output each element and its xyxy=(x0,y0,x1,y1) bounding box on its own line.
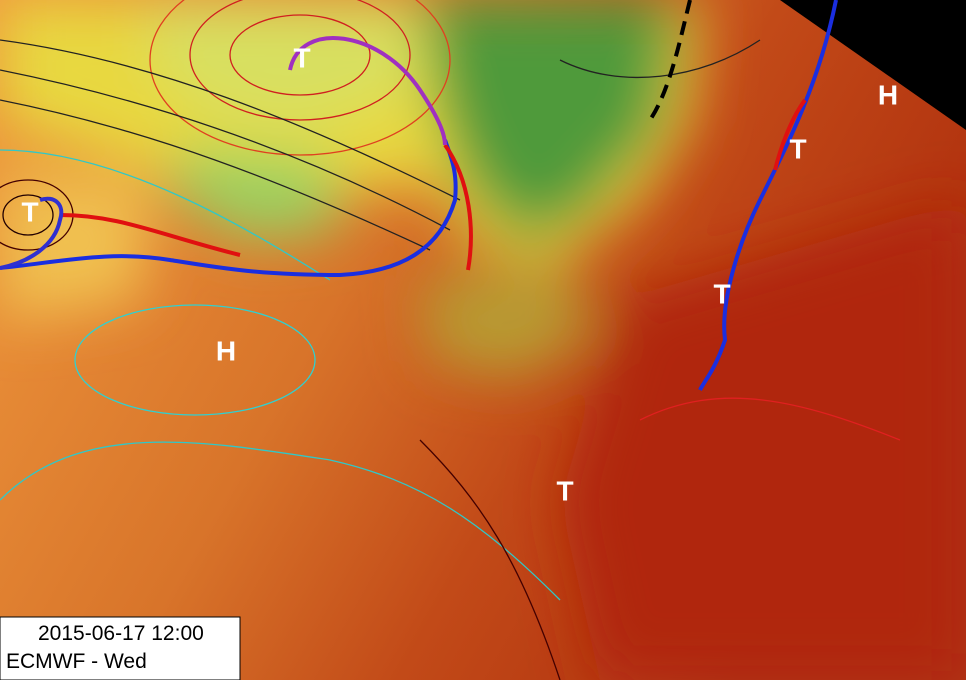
pressure-center-label: T xyxy=(21,196,38,227)
pressure-center-label: H xyxy=(878,79,898,110)
isobars xyxy=(0,0,901,680)
pressure-center-label: H xyxy=(216,335,236,366)
fronts xyxy=(0,0,838,391)
pressure-center-label: T xyxy=(789,133,806,164)
info-box xyxy=(0,616,241,680)
info-datetime: 2015-06-17 12:00 xyxy=(38,622,204,645)
pressure-center-label: T xyxy=(713,278,730,309)
info-title: ECMWF - Wed xyxy=(6,650,147,673)
pressure-center-label: T xyxy=(556,475,573,506)
pressure-center-label: T xyxy=(293,42,310,73)
